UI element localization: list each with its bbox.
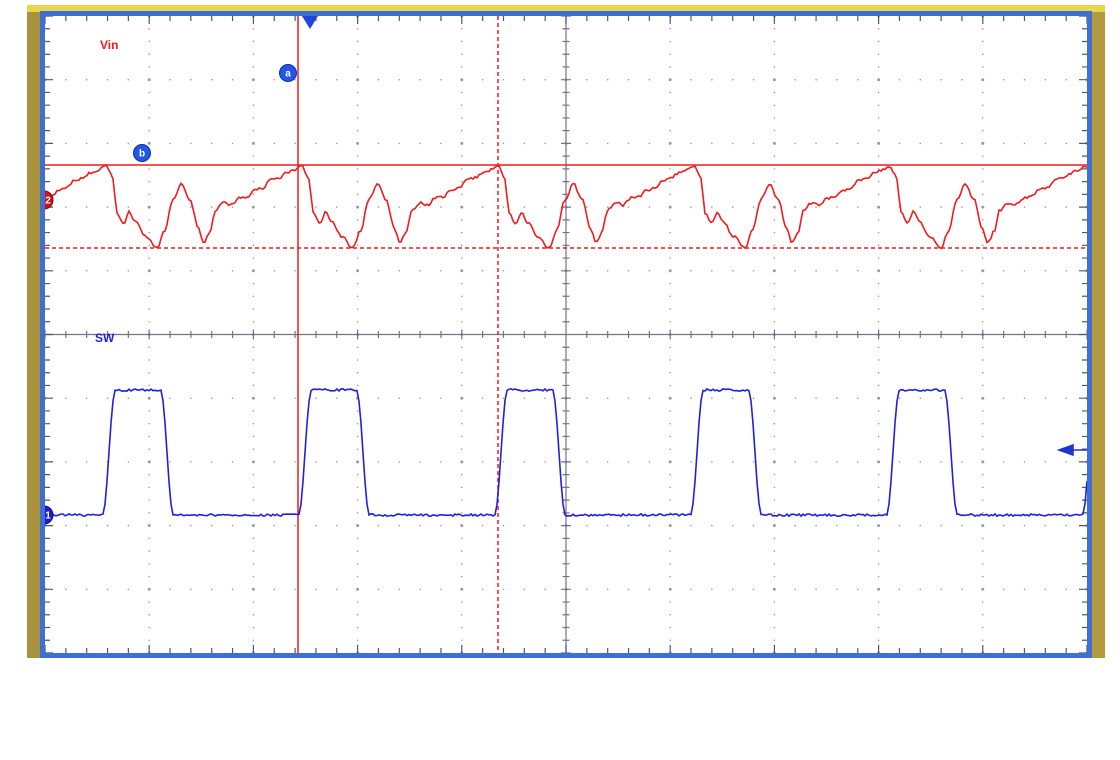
bezel-right: [1092, 5, 1105, 757]
ch1-sw-waveform: [45, 387, 1087, 518]
cursor-b-marker-label: b: [139, 149, 145, 160]
center-axis-lines: [45, 16, 1087, 653]
trigger-level-arrow-icon[interactable]: [1056, 443, 1087, 457]
ch2-vin-waveform: [45, 164, 1087, 250]
vin-label: Vin: [100, 38, 118, 52]
bezel-left: [27, 5, 40, 757]
ch1-ground-badge-label: 1: [45, 511, 51, 522]
bezel-top: [27, 5, 1105, 12]
ch2-ground-badge[interactable]: [45, 190, 54, 210]
waveform-display[interactable]: Vin SW a b 2 1: [45, 16, 1087, 653]
cursor-b-marker[interactable]: [133, 144, 151, 162]
sw-label: SW: [95, 331, 115, 345]
ch1-ground-badge[interactable]: [45, 505, 54, 525]
trigger-position-icon[interactable]: [302, 16, 318, 29]
edge-ticks: [45, 16, 1087, 653]
cursor-a-marker[interactable]: [279, 64, 297, 82]
readout-area: C1 6.0V/div 1MΩ BW:20.0M C2 20.0mV/div ∿…: [0, 658, 1120, 760]
cursor-a-marker-label: a: [285, 69, 291, 80]
ch2-ground-badge-label: 2: [45, 196, 51, 207]
